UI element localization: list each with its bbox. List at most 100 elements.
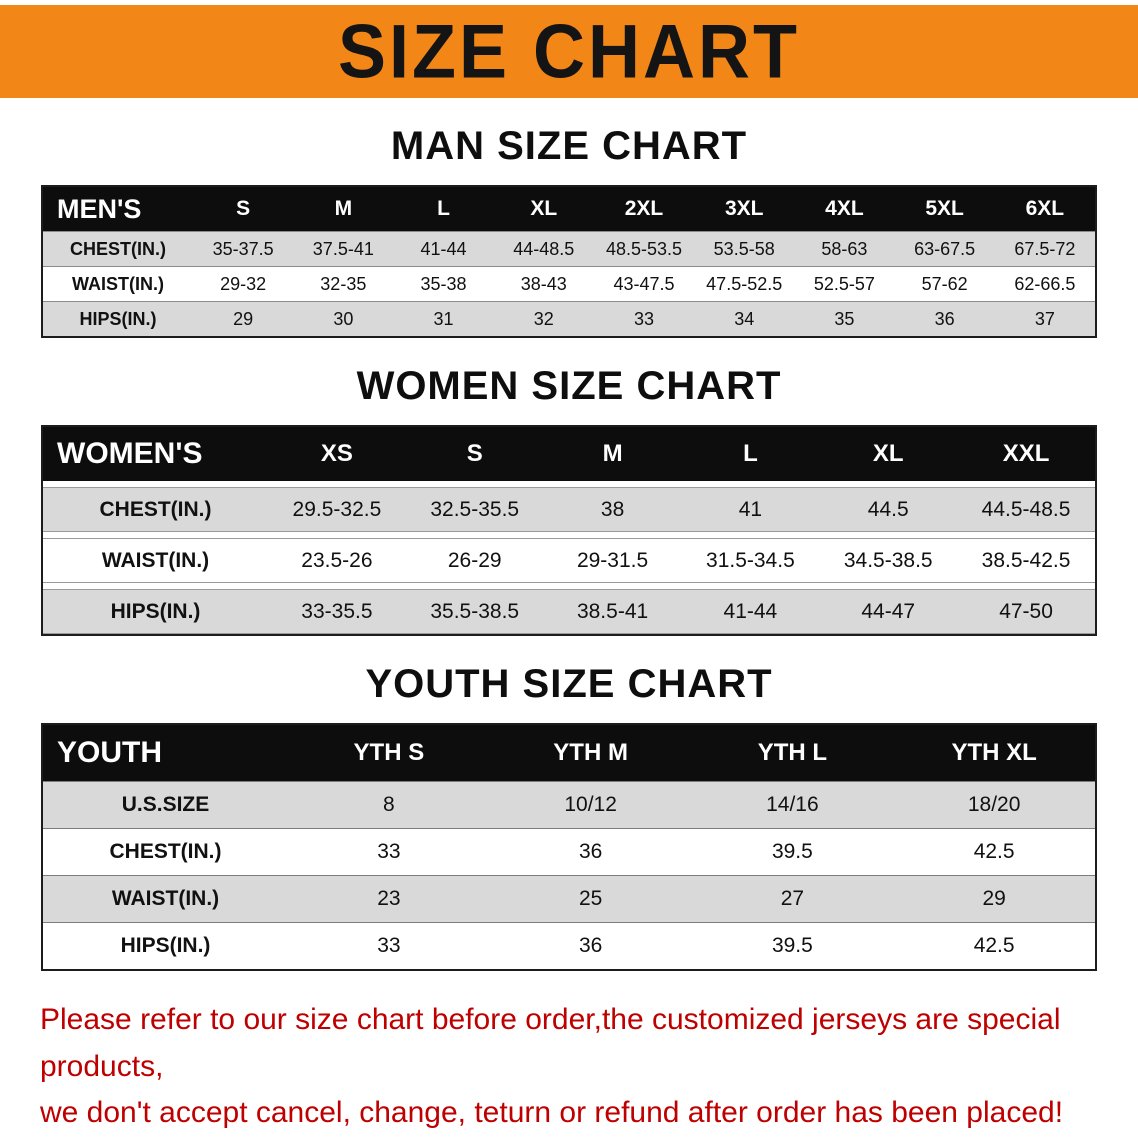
value-cell: 42.5	[973, 934, 1015, 957]
value-cell: 44-47	[861, 599, 916, 623]
value-cell: 34	[734, 308, 755, 329]
page-title: SIZE CHART	[338, 9, 800, 94]
table-header-row: YOUTH YTH S YTH M YTH L YTH XL	[43, 725, 1095, 781]
value-cell: 29	[233, 308, 254, 329]
table-row: U.S.SIZE 8 10/12 14/16 18/20	[43, 781, 1095, 828]
men-section-heading: MAN SIZE CHART	[390, 124, 748, 168]
value-cell: 35.5-38.5	[430, 599, 520, 623]
column-header-cell: 3XL	[724, 197, 764, 220]
value-cell: 10/12	[564, 793, 617, 816]
value-cell: 30	[333, 308, 354, 329]
value-cell: 47-50	[999, 599, 1053, 623]
value-cell: 36	[934, 308, 955, 329]
table-title-cell: WOMEN'S	[57, 437, 203, 470]
column-header-cell: S	[236, 197, 251, 220]
value-cell: 43-47.5	[613, 273, 675, 294]
value-cell: 32-35	[320, 273, 367, 294]
value-cell: 33	[377, 840, 401, 863]
table-row: WAIST(IN.) 23.5-26 26-29 29-31.5 31.5-34.5 34…	[43, 538, 1095, 583]
column-header-cell: YTH S	[353, 739, 425, 766]
value-cell: 8	[383, 793, 395, 816]
row-label-cell: U.S.SIZE	[121, 793, 210, 816]
value-cell: 37	[1034, 308, 1055, 329]
table-row: HIPS(IN.) 33-35.5 35.5-38.5 38.5-41 41-44 44-…	[43, 589, 1095, 634]
column-header-cell: 6XL	[1025, 197, 1065, 220]
value-cell: 29-32	[220, 273, 267, 294]
value-cell: 38	[600, 497, 625, 521]
value-cell: 23	[377, 887, 401, 910]
value-cell: 58-63	[821, 238, 868, 259]
table-title-cell: MEN'S	[57, 193, 142, 224]
banner: SIZE CHART	[0, 5, 1138, 98]
table-header-row: MEN'S S M L XL 2XL 3XL 4XL 5XL 6XL	[43, 187, 1095, 231]
column-header-cell: M	[602, 440, 623, 467]
value-cell: 31.5-34.5	[706, 548, 795, 572]
value-cell: 38.5-42.5	[981, 548, 1071, 572]
column-header-cell: XXL	[1002, 440, 1050, 467]
row-label-cell: CHEST(IN.)	[99, 497, 212, 521]
table-header-row: WOMEN'S XS S M L XL XXL	[43, 427, 1095, 481]
disclaimer-note: Please refer to our size chart before or…	[40, 997, 1138, 1137]
column-header-cell: L	[437, 197, 450, 220]
column-header-cell: L	[743, 440, 758, 467]
table-row: CHEST(IN.) 35-37.5 37.5-41 41-44 44-48.5 48.5…	[43, 231, 1095, 266]
value-cell: 62-66.5	[1014, 273, 1076, 294]
value-cell: 52.5-57	[813, 273, 875, 294]
column-header-cell: YTH M	[553, 739, 628, 766]
value-cell: 37.5-41	[312, 238, 374, 259]
value-cell: 27	[780, 887, 805, 910]
value-cell: 44.5	[867, 497, 909, 521]
table-row: HIPS(IN.) 29 30 31 32 33 34 35 36 37	[43, 301, 1095, 336]
table-row: CHEST(IN.) 29.5-32.5 32.5-35.5 38 41 44.5 44.5…	[43, 487, 1095, 532]
column-header-cell: M	[334, 197, 353, 220]
value-cell: 42.5	[973, 840, 1015, 863]
value-cell: 36	[578, 840, 603, 863]
value-cell: 29-31.5	[576, 548, 649, 572]
value-cell: 31	[433, 308, 454, 329]
value-cell: 44.5-48.5	[981, 497, 1071, 521]
value-cell: 39.5	[771, 934, 813, 957]
row-label-cell: HIPS(IN.)	[79, 308, 157, 329]
value-cell: 47.5-52.5	[706, 273, 783, 294]
table-row: HIPS(IN.) 33 36 39.5 42.5	[43, 922, 1095, 969]
column-header-cell: YTH L	[757, 739, 828, 766]
value-cell: 29	[982, 887, 1006, 910]
value-cell: 18/20	[967, 793, 1021, 816]
youth-size-section: YOUTH SIZE CHART YOUTH YTH S YTH M YTH L YTH…	[0, 662, 1138, 971]
value-cell: 41	[738, 497, 763, 521]
value-cell: 35	[834, 308, 855, 329]
column-header-cell: 5XL	[925, 197, 964, 220]
row-label-cell: HIPS(IN.)	[120, 934, 211, 957]
youth-section-heading: YOUTH SIZE CHART	[365, 662, 773, 706]
value-cell: 53.5-58	[713, 238, 775, 259]
value-cell: 41-44	[723, 599, 778, 623]
row-label-cell: WAIST(IN.)	[72, 273, 164, 294]
value-cell: 33	[377, 934, 401, 957]
value-cell: 44-48.5	[513, 238, 575, 259]
value-cell: 63-67.5	[914, 238, 976, 259]
value-cell: 33	[633, 308, 654, 329]
table-row: CHEST(IN.) 33 36 39.5 42.5	[43, 828, 1095, 875]
column-header-cell: XS	[320, 440, 353, 467]
men-size-section: MAN SIZE CHART MEN'S S M L XL 2XL 3XL 4XL 5XL 6XL…	[0, 124, 1138, 338]
value-cell: 38.5-41	[576, 599, 649, 623]
value-cell: 41-44	[420, 238, 467, 259]
value-cell: 36	[578, 934, 603, 957]
table-title-cell: YOUTH	[57, 736, 162, 769]
value-cell: 35-38	[420, 273, 467, 294]
value-cell: 29.5-32.5	[292, 497, 382, 521]
value-cell: 38-43	[520, 273, 567, 294]
column-header-cell: YTH XL	[951, 739, 1037, 766]
row-label-cell: CHEST(IN.)	[109, 840, 222, 863]
value-cell: 25	[578, 887, 603, 910]
table-row: WAIST(IN.) 29-32 32-35 35-38 38-43 43-47.5 47.…	[43, 266, 1095, 301]
value-cell: 14/16	[766, 793, 819, 816]
disclaimer-line-2: we don't accept cancel, change, teturn o…	[40, 1096, 1064, 1129]
row-label-cell: CHEST(IN.)	[70, 238, 166, 259]
column-header-cell: S	[466, 440, 483, 467]
value-cell: 34.5-38.5	[843, 548, 933, 572]
youth-size-table: YOUTH YTH S YTH M YTH L YTH XL U.S.SIZE 8 10/12…	[41, 723, 1097, 971]
men-size-table: MEN'S S M L XL 2XL 3XL 4XL 5XL 6XL CHEST(IN.) 35-37…	[41, 185, 1097, 338]
column-header-cell: XL	[530, 197, 558, 220]
row-label-cell: WAIST(IN.)	[111, 887, 220, 910]
